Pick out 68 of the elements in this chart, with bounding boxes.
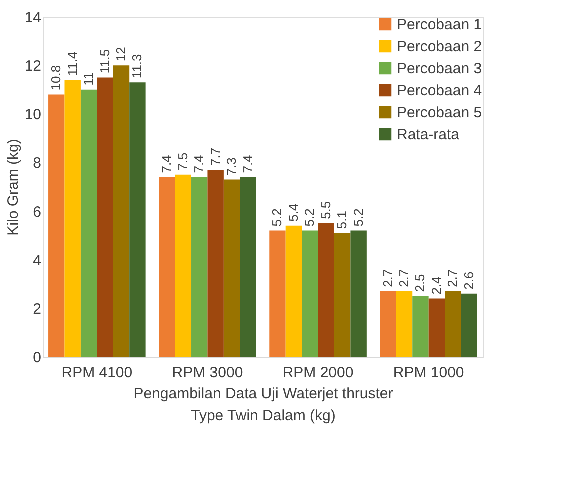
bar — [208, 170, 224, 357]
bar — [224, 180, 240, 357]
data-label: 12 — [113, 47, 128, 62]
data-label: 2.7 — [396, 269, 412, 288]
bar — [240, 177, 256, 357]
data-label: 5.2 — [270, 208, 285, 227]
legend-label: Percobaan 3 — [397, 60, 482, 78]
y-tick-label: 10 — [24, 106, 42, 124]
x-tick-label: RPM 2000 — [282, 364, 354, 382]
bar — [48, 94, 65, 357]
data-label: 5.4 — [286, 204, 301, 222]
x-tick-label: RPM 3000 — [172, 364, 244, 382]
y-tick-label: 6 — [33, 204, 42, 221]
data-label: 5.1 — [334, 211, 350, 230]
data-label: 11.5 — [97, 49, 112, 74]
data-label: 5.2 — [302, 208, 318, 227]
x-axis-title: Pengambilan Data Uji Waterjet thruster Type Twin Dalam (kg) — [134, 386, 394, 424]
data-label: 2.4 — [428, 276, 444, 295]
data-label: 7.3 — [224, 158, 240, 176]
bar — [461, 294, 478, 357]
bar — [192, 177, 208, 357]
bar — [159, 177, 176, 357]
legend-label: Percobaan 4 — [397, 82, 482, 100]
legend-label: Percobaan 1 — [397, 16, 482, 34]
bar — [270, 230, 286, 357]
bar — [396, 291, 413, 357]
bar — [286, 226, 302, 357]
y-tick-label: 14 — [24, 10, 42, 26]
bar — [113, 66, 130, 357]
y-tick-label: 0 — [33, 350, 42, 366]
legend-label: Percobaan 2 — [397, 38, 482, 56]
bar — [318, 223, 334, 357]
bar — [64, 80, 81, 357]
data-label: 7.5 — [175, 152, 190, 171]
data-label: 7.4 — [240, 155, 256, 174]
y-tick-label: 12 — [24, 58, 42, 76]
data-label: 2.6 — [461, 272, 476, 290]
legend-label: Percobaan 5 — [397, 104, 482, 122]
bar — [412, 296, 429, 357]
y-tick-label: 8 — [33, 155, 42, 172]
bar — [97, 78, 114, 357]
data-label: 10.8 — [48, 65, 64, 91]
bar — [334, 233, 351, 357]
legend-label: Rata-rata — [397, 126, 460, 144]
y-axis-title: Kilo Gram (kg) — [4, 139, 22, 236]
x-tick-label: RPM 1000 — [393, 364, 464, 382]
bar — [80, 90, 98, 357]
bar — [380, 291, 396, 357]
data-label: 11.3 — [130, 54, 145, 79]
bar — [175, 174, 192, 357]
bar — [428, 298, 446, 357]
data-label: 2.7 — [380, 269, 396, 288]
data-label: 5.5 — [318, 201, 334, 220]
data-label: 2.7 — [445, 269, 460, 288]
bar — [130, 82, 146, 357]
data-label: 7.7 — [208, 148, 223, 166]
data-label: 2.5 — [412, 274, 428, 292]
data-label: 7.4 — [192, 155, 207, 174]
data-label: 5.2 — [350, 208, 366, 227]
y-tick-label: 4 — [33, 252, 42, 270]
x-tick-label: RPM 4100 — [62, 364, 133, 382]
data-label: 7.4 — [159, 155, 174, 174]
y-tick-label: 2 — [33, 300, 42, 318]
bar — [302, 230, 318, 357]
bar — [350, 230, 367, 357]
data-label: 11.4 — [64, 52, 80, 76]
data-label: 11 — [81, 72, 96, 86]
bar — [445, 291, 462, 357]
